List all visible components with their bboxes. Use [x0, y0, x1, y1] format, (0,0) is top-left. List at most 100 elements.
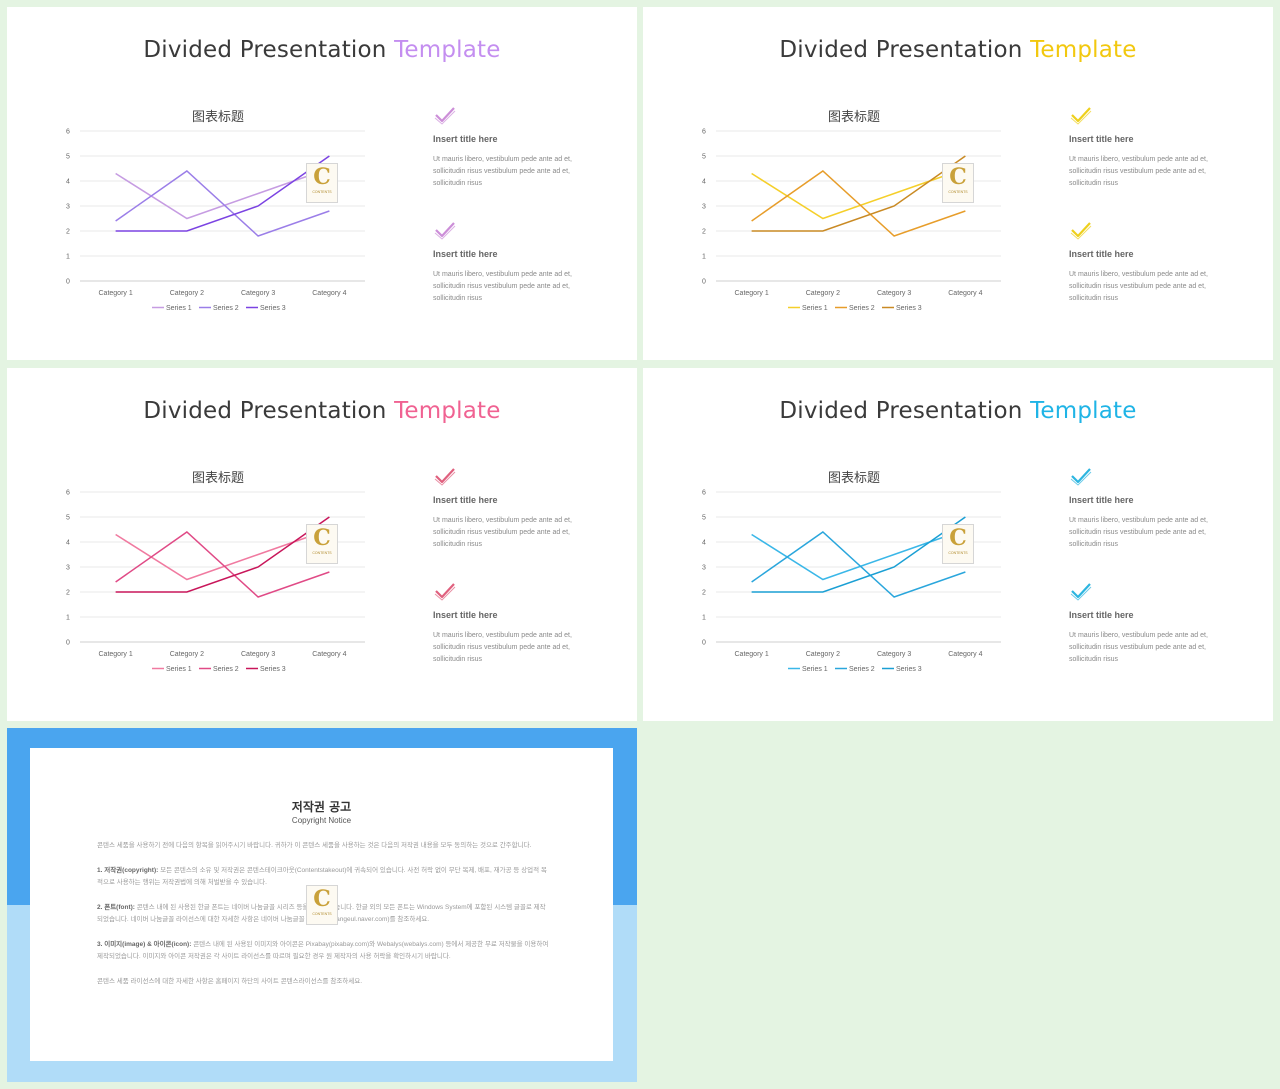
copyright-paragraph: 1. 저작권(copyright): 모든 콘텐스의 소유 및 저작권은 콘텐스… — [97, 866, 547, 887]
y-tick-label: 1 — [66, 615, 70, 622]
watermark-logo: C CONTENTS — [306, 163, 338, 203]
slide-title: Divided Presentation Template — [643, 37, 1273, 63]
info-item: Insert title here Ut mauris libero, vesti… — [433, 580, 593, 666]
logo-subtext: CONTENTS — [312, 190, 332, 194]
x-tick-label: Category 1 — [99, 651, 133, 658]
line-chart: 0 1 2 3 4 5 6 Category 1 Category 2 Category 3 Cat… — [702, 129, 1001, 312]
checkmark-icon — [434, 222, 456, 240]
legend-label: Series 3 — [260, 305, 286, 312]
legend-label: Series 1 — [802, 305, 828, 312]
slide-purple: Divided Presentation Template 图表标题 0 1 2 3 4 5 6… — [7, 7, 637, 360]
x-tick-label: Category 1 — [99, 290, 133, 297]
legend-label: Series 1 — [166, 666, 192, 673]
logo-subtext: CONTENTS — [312, 912, 332, 916]
y-tick-label: 1 — [702, 254, 706, 261]
y-tick-label: 3 — [702, 204, 706, 211]
item-title: Insert title here — [1069, 610, 1134, 620]
slide-pink: Divided Presentation Template 图表标题 0 1 2 3 4 5 6… — [7, 368, 637, 721]
legend-label: Series 3 — [260, 666, 286, 673]
series-line-2 — [115, 531, 330, 598]
item-title: Insert title here — [433, 249, 498, 259]
series-line-2 — [751, 531, 966, 598]
checkmark-icon — [434, 583, 456, 601]
y-tick-label: 3 — [66, 565, 70, 572]
item-text: Ut mauris libero, vestibulum pede ante a… — [433, 517, 572, 548]
slide-blue: Divided Presentation Template 图表标题 0 1 2 3 4 5 6… — [643, 368, 1273, 721]
chart-title: 图表标题 — [828, 110, 881, 125]
y-tick-label: 4 — [702, 179, 706, 186]
x-tick-label: Category 4 — [948, 290, 982, 297]
copyright-paragraph: 3. 이미지(image) & 아이콘(icon): 콘텐스 내에 된 사용된 … — [97, 940, 549, 961]
item-text: Ut mauris libero, vestibulum pede ante a… — [433, 632, 572, 663]
legend-label: Series 3 — [896, 666, 922, 673]
item-text: Ut mauris libero, vestibulum pede ante a… — [1069, 271, 1208, 302]
legend-label: Series 2 — [213, 666, 239, 673]
y-tick-label: 4 — [702, 540, 706, 547]
info-item: Insert title here Ut mauris libero, vesti… — [433, 219, 593, 305]
chart-title: 图表标题 — [828, 471, 881, 486]
y-tick-label: 2 — [66, 229, 70, 236]
y-tick-label: 3 — [702, 565, 706, 572]
slide-yellow: Divided Presentation Template 图表标题 0 1 2 3 4 5 6… — [643, 7, 1273, 360]
series-line-1 — [751, 167, 966, 220]
legend-label: Series 1 — [166, 305, 192, 312]
y-tick-label: 5 — [702, 154, 706, 161]
checkmark-icon — [1070, 468, 1092, 486]
legend-label: Series 2 — [849, 666, 875, 673]
y-tick-label: 0 — [702, 279, 706, 286]
copyright-body: 콘텐스 세품을 사용하기 전에 다음의 항목을 읽어주시기 바랍니다. 귀하가 … — [97, 840, 549, 1000]
y-tick-label: 5 — [66, 515, 70, 522]
logo-letter: C — [313, 164, 331, 190]
item-title: Insert title here — [1069, 495, 1134, 505]
slide-title: Divided Presentation Template — [7, 37, 637, 63]
checkmark-icon — [434, 468, 456, 486]
title-main: Divided Presentation — [779, 37, 1031, 63]
y-tick-label: 5 — [66, 154, 70, 161]
item-text: Ut mauris libero, vestibulum pede ante a… — [1069, 632, 1208, 663]
chart-title: 图表标题 — [192, 471, 245, 486]
watermark-logo: C CONTENTS — [306, 885, 338, 925]
item-title: Insert title here — [433, 495, 498, 505]
series-line-2 — [115, 170, 330, 237]
series-line-3 — [115, 516, 330, 593]
item-text: Ut mauris libero, vestibulum pede ante a… — [1069, 517, 1208, 548]
series-line-2 — [751, 170, 966, 237]
title-accent: Template — [1030, 37, 1137, 63]
x-tick-label: Category 1 — [735, 290, 769, 297]
line-chart: 0 1 2 3 4 5 6 Category 1 Category 2 Category 3 Cat… — [702, 490, 1001, 673]
y-tick-label: 2 — [702, 590, 706, 597]
copyright-paragraph: 2. 폰트(font): 콘텐스 내에 된 사용된 한글 폰트는 네이버 나눔글… — [97, 903, 546, 924]
item-text: Ut mauris libero, vestibulum pede ante a… — [1069, 156, 1208, 187]
y-tick-label: 1 — [702, 615, 706, 622]
item-text: Ut mauris libero, vestibulum pede ante a… — [433, 271, 572, 302]
title-accent: Template — [394, 398, 501, 424]
info-item: Insert title here Ut mauris libero, vesti… — [1069, 465, 1229, 551]
slide-title: Divided Presentation Template — [7, 398, 637, 424]
info-item: Insert title here Ut mauris libero, vesti… — [1069, 219, 1229, 305]
y-tick-label: 2 — [702, 229, 706, 236]
item-text: Ut mauris libero, vestibulum pede ante a… — [433, 156, 572, 187]
title-main: Divided Presentation — [143, 37, 395, 63]
series-line-1 — [115, 167, 330, 220]
series-line-1 — [115, 528, 330, 581]
copyright-subtitle: Copyright Notice — [291, 816, 352, 825]
watermark-logo: C CONTENTS — [942, 524, 974, 564]
y-tick-label: 4 — [66, 540, 70, 547]
line-chart: 0 1 2 3 4 5 6 Category 1 Category 2 Category 3 Cat… — [66, 490, 365, 673]
y-tick-label: 6 — [702, 490, 706, 497]
copyright-title: 저작권 공고 — [291, 800, 352, 814]
x-tick-label: Category 4 — [312, 651, 346, 658]
info-item: Insert title here Ut mauris libero, vesti… — [1069, 580, 1229, 666]
watermark-logo: C CONTENTS — [306, 524, 338, 564]
y-tick-label: 0 — [66, 279, 70, 286]
x-tick-label: Category 3 — [877, 651, 911, 658]
x-tick-label: Category 3 — [241, 651, 275, 658]
x-tick-label: Category 3 — [877, 290, 911, 297]
legend-label: Series 2 — [213, 305, 239, 312]
series-line-3 — [115, 155, 330, 232]
logo-subtext: CONTENTS — [948, 551, 968, 555]
y-tick-label: 6 — [702, 129, 706, 136]
x-tick-label: Category 2 — [170, 651, 204, 658]
copyright-paragraph: 콘텐스 세품을 사용하기 전에 다음의 항목을 읽어주시기 바랍니다. 귀하가 … — [97, 842, 532, 849]
checkmark-icon — [434, 107, 456, 125]
